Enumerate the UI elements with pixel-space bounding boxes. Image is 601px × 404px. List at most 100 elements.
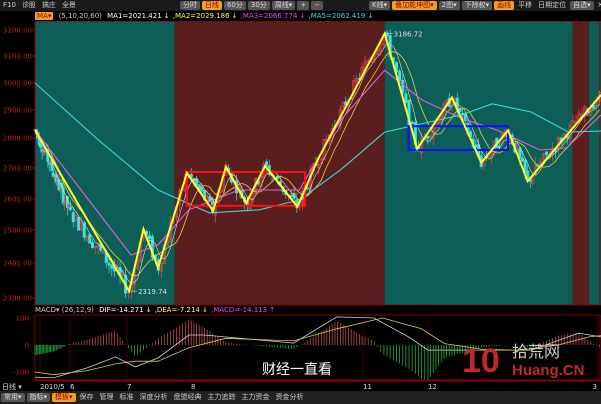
- x-tick-label: 11: [363, 383, 372, 391]
- candle-body: [91, 242, 95, 248]
- candle-body: [189, 174, 193, 178]
- candle-body: [265, 161, 269, 166]
- toolbar: F10 诊股 擒庄 全景 分时 日线 60分 30分 周线▾ + − K线▾ 叠加乾坤图▾ 2图▾ 下除权▾…: [0, 0, 601, 11]
- candle-body: [85, 236, 89, 241]
- x-tick-label: 8: [191, 383, 195, 391]
- candle-body: [341, 102, 345, 108]
- y-tick-label: 3100.00: [3, 53, 32, 61]
- candle-body: [147, 235, 151, 239]
- y-tick-label: 3000.00: [3, 80, 32, 88]
- x-tick-label: 6: [70, 383, 75, 391]
- macd-value: ,MACD=-14.113 ↑: [210, 306, 276, 314]
- candle-body: [545, 151, 549, 156]
- candle-body: [96, 244, 100, 248]
- bottom-tab[interactable]: 管理: [99, 393, 114, 401]
- candle-body: [195, 178, 199, 186]
- bottom-tab[interactable]: 模板▾: [52, 393, 76, 402]
- regime-band: [174, 21, 385, 305]
- x-tick-label: 7: [127, 383, 131, 391]
- candle-body: [93, 246, 97, 249]
- period-label[interactable]: 日线 ▾: [2, 382, 22, 391]
- ma-params: (5,10,20,60): [58, 12, 102, 20]
- tool-link[interactable]: 平移: [518, 1, 533, 9]
- macd-legend: MACD▾ (26,12,9) DIF=-14.271 ↓ ,DEA=-7.214…: [35, 306, 275, 315]
- period-button[interactable]: 日线: [201, 1, 222, 10]
- tool-button[interactable]: K线▾: [369, 1, 391, 10]
- bottom-tab[interactable]: 主力追踪: [207, 393, 236, 401]
- tool-link[interactable]: 日期定位: [538, 1, 567, 9]
- y-tick-label: 2600.00: [3, 196, 32, 204]
- candle-body: [68, 206, 72, 210]
- candle-body: [518, 147, 522, 159]
- regime-band: [384, 21, 573, 305]
- candle-body: [107, 262, 111, 266]
- candle-body: [401, 79, 405, 94]
- close-icon[interactable]: ✕: [597, 1, 601, 9]
- tool-button[interactable]: 2图▾: [438, 1, 460, 10]
- bottom-tab[interactable]: 指标▾: [26, 393, 51, 402]
- toolbar-link[interactable]: F10: [3, 1, 16, 9]
- bottom-tab[interactable]: 盘盟经典: [173, 393, 202, 401]
- macd-histogram: [34, 319, 600, 381]
- macd-tick-label: -100: [13, 369, 29, 377]
- candle-body: [159, 262, 163, 272]
- tool-button[interactable]: 叠加乾坤图▾: [392, 1, 437, 10]
- bottom-tab[interactable]: 深度分析: [139, 393, 168, 401]
- period-button[interactable]: 60分: [223, 1, 246, 10]
- site-logo-watermark: 10 拾荒网 Huang.CN: [462, 342, 601, 382]
- weibo-watermark: 财经一直看: [262, 362, 332, 378]
- candle-body: [200, 187, 204, 192]
- bottom-tab[interactable]: 保存: [79, 393, 94, 401]
- toolbar-link[interactable]: 全景: [61, 1, 76, 9]
- tool-button[interactable]: 下除权▾: [461, 1, 493, 10]
- tool-button[interactable]: 画线: [494, 1, 515, 10]
- candle-body: [592, 105, 596, 109]
- candle-body: [39, 143, 43, 148]
- bottom-tab[interactable]: 常用▾: [1, 393, 25, 402]
- candle-body: [177, 190, 181, 205]
- y-tick-label: 2800.00: [3, 135, 32, 143]
- logo-cn: 拾荒网: [512, 342, 561, 361]
- toolbar-link[interactable]: 诊股: [21, 1, 36, 9]
- candle-body: [121, 274, 125, 277]
- candle-body: [426, 136, 430, 139]
- macd-selector[interactable]: MACD▾: [35, 306, 60, 314]
- y-tick-label: 2400.00: [3, 260, 32, 268]
- candle-body: [487, 156, 491, 158]
- candle-body: [88, 234, 92, 244]
- candle-body: [77, 216, 81, 231]
- watchlist-button[interactable]: 自选▾: [570, 1, 594, 10]
- macd-tick-label: 100: [16, 315, 29, 323]
- ma5-line: [34, 82, 601, 214]
- bottom-tab[interactable]: 标准: [119, 393, 134, 401]
- candle-body: [542, 153, 546, 161]
- candle-body: [79, 222, 83, 231]
- period-button[interactable]: 周线▾: [271, 1, 296, 10]
- y-tick-label: 2300.00: [3, 295, 32, 303]
- bottom-tab[interactable]: 主力资金: [241, 393, 270, 401]
- bottom-tab[interactable]: 资金分析: [275, 393, 304, 401]
- y-tick-label: 2900.00: [3, 107, 32, 115]
- blue-consolidation-box: [407, 125, 510, 151]
- candle-body: [51, 172, 55, 177]
- candle-body: [355, 78, 359, 82]
- period-button[interactable]: −: [311, 1, 324, 10]
- ma-selector[interactable]: MA▾: [35, 12, 54, 20]
- candle-body: [404, 93, 408, 103]
- x-tick-label: 2010/5: [40, 383, 65, 391]
- period-button[interactable]: 分时: [179, 1, 200, 10]
- bottom-tabs: 常用▾ 指标▾ 模板▾ 保存 管理 标准 深度分析 盘盟经典 主力追踪 主力资金 资金分析: [0, 391, 601, 404]
- ma-legend: MA▾ (5,10,20,60) MA1=2021.421 ↓ ,MA2=2029…: [0, 11, 601, 21]
- period-button[interactable]: +: [297, 1, 310, 10]
- macd-params: (26,12,9): [61, 306, 94, 314]
- y-tick-label: 2500.00: [3, 227, 32, 235]
- dea-line: [34, 317, 601, 376]
- toolbar-link[interactable]: 擒庄: [41, 1, 56, 9]
- period-button[interactable]: 30分: [247, 1, 270, 10]
- ma-value: ,MA3=2066.774 ↓: [240, 12, 306, 20]
- extreme-price-label: 2319.74: [138, 288, 167, 296]
- candle-body: [71, 212, 75, 223]
- ma3-line: [34, 69, 601, 256]
- candle-body: [82, 222, 86, 238]
